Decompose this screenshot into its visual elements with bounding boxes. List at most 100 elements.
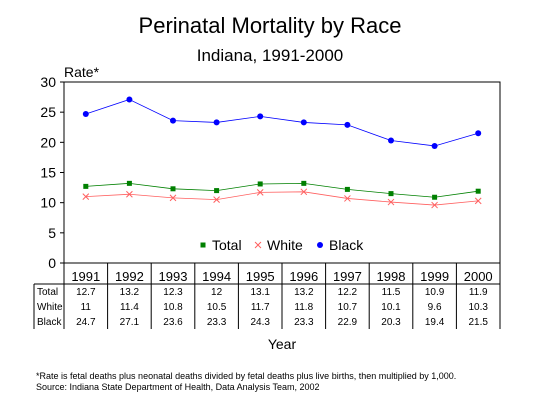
data-point-total	[214, 188, 220, 194]
series-line-black	[85, 99, 479, 147]
table-cell: 27.1	[120, 317, 140, 328]
y-axis-label: Rate*	[64, 64, 100, 80]
data-table: 1991 1992 1993 1994 1995 1996 1997 1998 1999 2000…	[33, 263, 501, 329]
x-axis-label: Year	[268, 336, 297, 352]
data-point-black	[344, 121, 351, 128]
x-tick-label: 1992	[115, 269, 144, 284]
data-point-black	[300, 119, 307, 126]
y-tick-label: 5	[48, 225, 56, 241]
chart-subtitle: Indiana, 1991-2000	[197, 46, 344, 65]
data-point-white	[169, 194, 177, 202]
table-cell: 13.2	[120, 287, 140, 298]
data-point-total	[170, 186, 176, 192]
data-point-total	[301, 180, 307, 186]
table-row-white: White 11 11.4 10.8 10.5 11.7 11.8 10.7 10.1 9.6 10…	[37, 302, 488, 313]
y-axis-ticks: 0 5 10 15 20 25 30	[40, 74, 64, 271]
data-point-white	[126, 190, 133, 198]
table-cell: 10.8	[163, 302, 183, 313]
table-cell: 10.1	[381, 302, 401, 313]
table-cell: 24.3	[250, 317, 270, 328]
data-point-total	[83, 183, 89, 189]
x-tick-label: 1996	[289, 269, 318, 284]
data-point-total	[257, 181, 263, 187]
data-point-white	[387, 198, 395, 206]
table-row-label: Total	[37, 287, 58, 298]
series-black	[82, 96, 482, 149]
x-tick-label: 2000	[464, 269, 493, 284]
data-point-black	[213, 119, 220, 126]
series-white	[82, 188, 482, 209]
data-point-total	[388, 191, 394, 197]
legend-item-white: White	[254, 237, 303, 253]
table-cell: 23.6	[163, 317, 183, 328]
series-line-white	[85, 191, 479, 206]
series-layer	[82, 96, 482, 209]
x-tick-label: 1998	[377, 269, 406, 284]
table-cell: 11.9	[469, 287, 488, 298]
data-point-total	[344, 186, 350, 192]
data-point-total	[432, 194, 438, 200]
data-point-white	[82, 193, 90, 200]
table-cell: 12.7	[76, 287, 96, 298]
series-total	[83, 180, 481, 200]
data-point-total	[126, 180, 132, 186]
table-cell: 12	[211, 287, 223, 298]
table-cell: 10.3	[468, 302, 488, 313]
data-point-white	[474, 197, 482, 205]
table-row-total: Total 12.7 13.2 12.3 12 13.1 13.2 12.2 11.5 10.9 1…	[37, 287, 488, 298]
table-cell: 11.5	[382, 287, 401, 298]
table-cell: 19.4	[425, 317, 445, 328]
table-cell: 11.4	[120, 302, 139, 313]
table-cell: 20.3	[381, 317, 401, 328]
table-cell: 11	[81, 302, 92, 313]
table-cell: 13.2	[294, 287, 314, 298]
table-cell: 13.1	[250, 287, 270, 298]
data-point-white	[344, 195, 351, 202]
footnote-source: Source: Indiana State Department of Heal…	[36, 382, 320, 392]
data-point-black	[82, 110, 89, 117]
table-cell: 22.9	[338, 317, 358, 328]
table-cell: 10.7	[338, 302, 358, 313]
x-tick-label: 1994	[202, 269, 231, 284]
x-tick-label: 1997	[333, 269, 362, 284]
x-tick-label: 1999	[420, 269, 449, 284]
footnote-rate-definition: *Rate is fetal deaths plus neonatal deat…	[36, 371, 456, 381]
data-point-black	[170, 117, 176, 124]
table-cell: 11.8	[294, 302, 313, 313]
y-tick-label: 15	[40, 165, 56, 181]
table-row-label: Black	[37, 317, 62, 328]
legend-label: Total	[212, 237, 242, 253]
data-point-black	[257, 113, 264, 120]
data-point-total	[475, 188, 481, 194]
data-point-black	[475, 130, 482, 137]
table-cell: 24.7	[76, 317, 96, 328]
x-tick-label: 1991	[71, 269, 100, 284]
data-point-white	[431, 201, 438, 209]
table-cell: 11.7	[251, 302, 270, 313]
data-point-black	[431, 142, 438, 149]
table-cell: 12.2	[338, 287, 358, 298]
y-tick-label: 10	[40, 195, 56, 211]
x-tick-label: 1995	[246, 269, 275, 284]
table-cell: 10.9	[425, 287, 445, 298]
legend-marker-total	[200, 242, 206, 248]
table-cell: 23.3	[207, 317, 227, 328]
legend-label: White	[267, 237, 303, 253]
legend-marker-white	[254, 241, 262, 249]
y-tick-label: 20	[40, 134, 56, 150]
data-point-black	[126, 96, 133, 103]
y-tick-label: 25	[40, 104, 56, 120]
table-cell: 21.5	[468, 317, 488, 328]
series-line-total	[85, 182, 479, 198]
table-cell: 12.3	[163, 287, 183, 298]
table-cell: 9.6	[428, 302, 442, 313]
legend-item-black: Black	[317, 237, 364, 253]
y-tick-label: 0	[48, 255, 56, 271]
legend: Total White Black	[200, 237, 364, 253]
legend-item-total: Total	[200, 237, 242, 253]
table-cell: 10.5	[207, 302, 227, 313]
data-point-white	[213, 196, 220, 204]
plot-area	[63, 81, 501, 264]
chart-title: Perinatal Mortality by Race	[139, 13, 402, 38]
